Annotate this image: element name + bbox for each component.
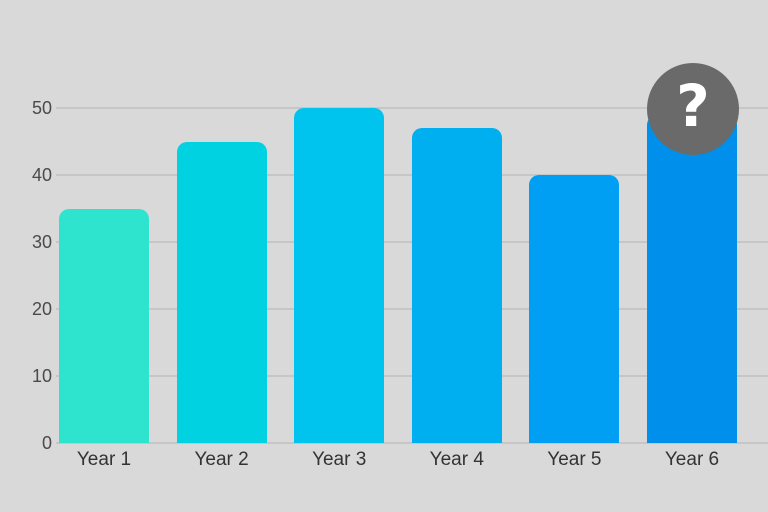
bar-year-6 bbox=[647, 114, 737, 443]
question-mark-badge: ? bbox=[647, 63, 739, 155]
y-tick-label-20: 20 bbox=[31, 299, 52, 319]
y-tick-label-50: 50 bbox=[31, 98, 52, 118]
bar-year-4 bbox=[411, 128, 502, 443]
bar-year-1 bbox=[59, 208, 149, 443]
bar-year-2 bbox=[176, 141, 267, 443]
y-tick-label-10: 10 bbox=[31, 366, 52, 386]
x-tick-label-year-2: Year 2 bbox=[194, 449, 249, 470]
x-tick-label-year-4: Year 4 bbox=[429, 449, 484, 470]
question-mark-glyph: ? bbox=[676, 72, 710, 140]
gridline-50 bbox=[56, 107, 768, 109]
x-tick-label-year-1: Year 1 bbox=[76, 449, 132, 470]
y-tick-label-30: 30 bbox=[31, 232, 52, 252]
gridline-0 bbox=[56, 442, 768, 444]
x-tick-label-year-3: Year 3 bbox=[312, 449, 367, 470]
x-tick-label-year-6: Year 6 bbox=[664, 449, 720, 470]
y-tick-label-40: 40 bbox=[31, 165, 52, 185]
y-tick-label-0: 0 bbox=[41, 433, 52, 453]
x-tick-label-year-5: Year 5 bbox=[547, 449, 602, 470]
bar-year-3 bbox=[294, 108, 385, 443]
bar-year-5 bbox=[529, 175, 620, 443]
